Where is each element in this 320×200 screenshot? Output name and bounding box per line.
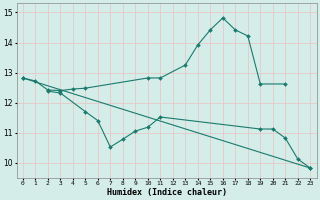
X-axis label: Humidex (Indice chaleur): Humidex (Indice chaleur) xyxy=(107,188,227,197)
